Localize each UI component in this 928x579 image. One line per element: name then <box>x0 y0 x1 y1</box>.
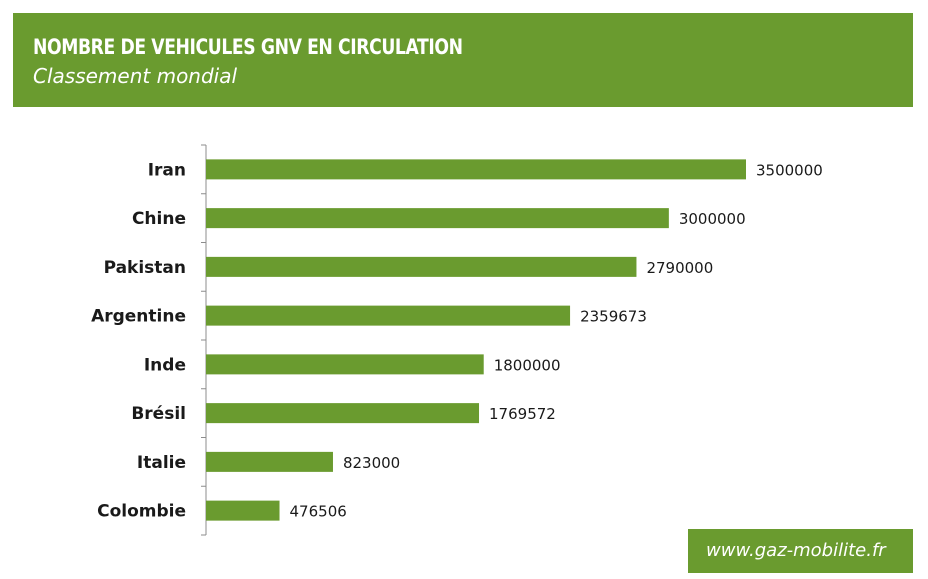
bar-colombie <box>206 500 280 521</box>
category-label: Iran <box>148 160 186 180</box>
chart-header: NOMBRE DE VEHICULES GNV EN CIRCULATION C… <box>13 13 913 107</box>
bar-inde <box>206 354 484 375</box>
bar-pakistan <box>206 256 637 277</box>
data-label: 2359673 <box>580 308 647 326</box>
bar-argentine <box>206 305 571 326</box>
data-label: 3500000 <box>756 161 823 179</box>
category-label: Italie <box>137 453 186 473</box>
category-label: Colombie <box>97 502 186 522</box>
category-label: Argentine <box>91 307 186 327</box>
data-label: 476506 <box>290 503 347 521</box>
data-label: 3000000 <box>679 210 746 228</box>
category-label: Inde <box>144 355 186 375</box>
category-label: Brésil <box>131 404 186 424</box>
data-label: 1800000 <box>494 356 561 374</box>
bar-iran <box>206 159 746 180</box>
data-label: 2790000 <box>646 259 713 277</box>
chart-subtitle: Classement mondial <box>33 64 238 88</box>
data-label: 823000 <box>343 454 400 472</box>
category-label: Pakistan <box>104 258 186 278</box>
category-label: Chine <box>132 209 186 229</box>
bar-chine <box>206 208 669 229</box>
bar-italie <box>206 451 333 472</box>
source-credit: www.gaz-mobilite.fr <box>688 529 913 573</box>
bar-brésil <box>206 403 480 424</box>
data-label: 1769572 <box>489 405 556 423</box>
chart-title: NOMBRE DE VEHICULES GNV EN CIRCULATION <box>33 35 463 59</box>
